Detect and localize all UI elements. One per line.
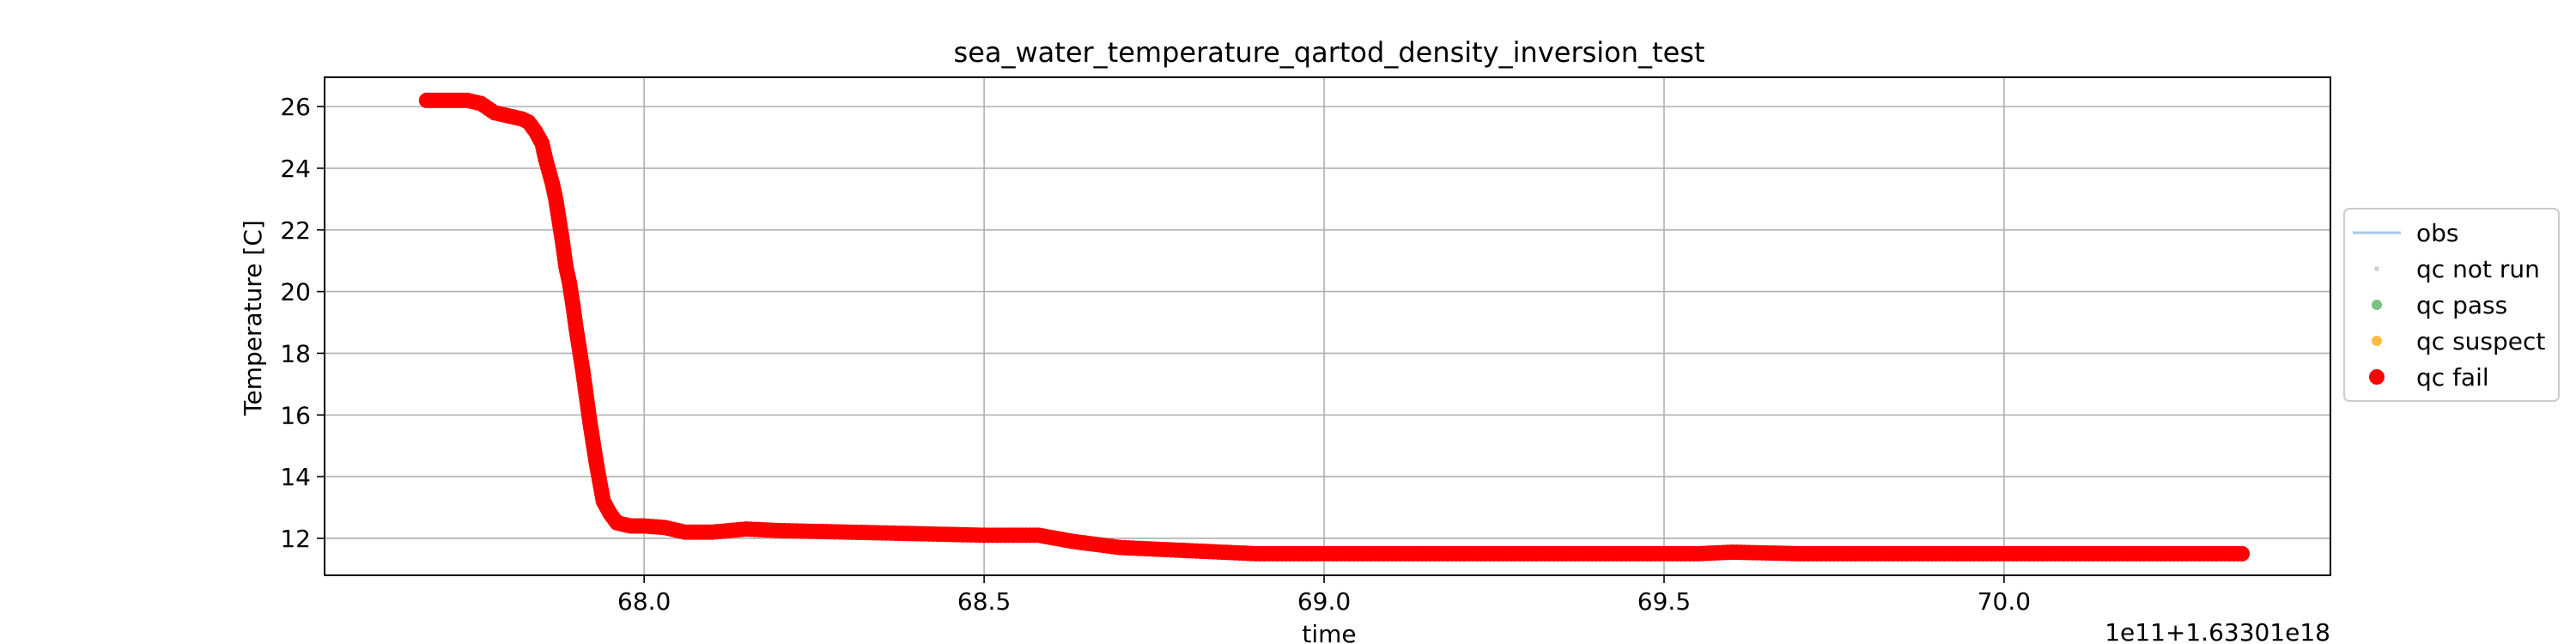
chart-title: sea_water_temperature_qartod_density_inv… [954, 36, 1705, 69]
y-tick-label: 24 [280, 155, 311, 183]
legend-label: qc not run [2416, 255, 2540, 283]
x-tick-label: 68.5 [957, 587, 1011, 616]
legend-marker [2374, 266, 2379, 271]
legend-box [2343, 208, 2560, 402]
grid [325, 77, 2330, 575]
y-tick-label: 16 [280, 401, 311, 429]
legend-label: qc suspect [2416, 327, 2545, 355]
x-axis-label: time [1302, 620, 1356, 644]
data-points [418, 92, 2251, 562]
y-tick-label: 12 [280, 525, 311, 553]
legend-label: qc pass [2416, 291, 2507, 319]
qc-fail-point [2234, 545, 2251, 562]
x-tick-label: 69.0 [1297, 587, 1351, 616]
x-tick-label: 68.0 [617, 587, 671, 616]
y-tick-label: 18 [280, 339, 311, 368]
legend-label: obs [2416, 219, 2459, 247]
x-tick-label: 69.5 [1637, 587, 1691, 616]
legend-label: qc fail [2416, 363, 2489, 392]
legend-marker [2369, 369, 2385, 385]
y-tick-label: 22 [280, 216, 311, 245]
legend: obs qc not run qc pass qc suspect qc fail [2343, 208, 2560, 402]
y-tick-label: 26 [280, 93, 311, 121]
plot-frame [324, 76, 2331, 576]
y-tick-label: 14 [280, 463, 311, 491]
legend-marker [2372, 300, 2382, 310]
y-axis-label: Temperature [C] [239, 220, 267, 416]
x-axis-offset-label: 1e11+1.63301e18 [2105, 618, 2330, 644]
legend-marker [2372, 336, 2382, 346]
y-tick-label: 20 [280, 278, 311, 307]
axis-ticks: 68.0 68.5 69.0 69.5 70.0 12 14 16 18 20 22 24 26 [280, 93, 2031, 616]
x-tick-label: 70.0 [1978, 587, 2031, 616]
